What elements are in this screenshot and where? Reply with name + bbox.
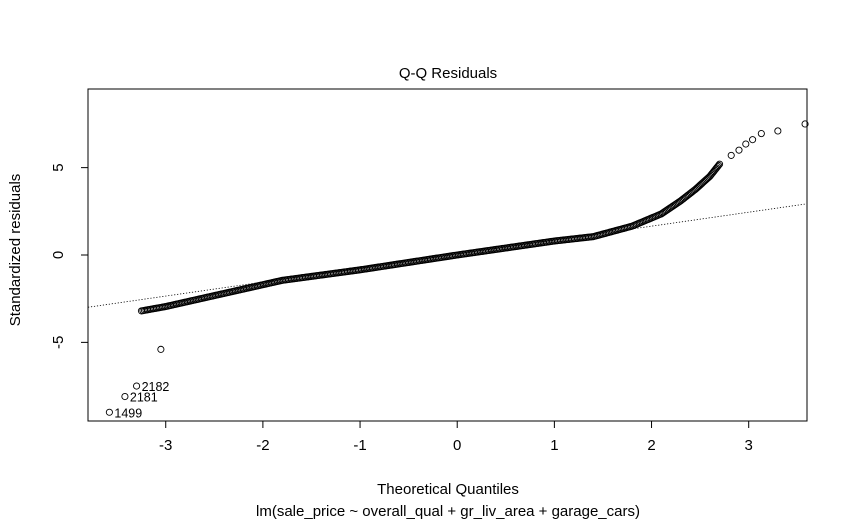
outlier-label: 2182 bbox=[142, 380, 170, 394]
y-axis: -5 0 5 bbox=[50, 163, 89, 349]
data-point bbox=[121, 392, 129, 401]
x-tick-label: 1 bbox=[550, 437, 558, 454]
outlier-label: 2181 bbox=[130, 391, 158, 405]
x-tick-label: -3 bbox=[159, 437, 172, 454]
data-point bbox=[801, 120, 809, 128]
data-point bbox=[157, 345, 165, 353]
data-point bbox=[749, 136, 757, 144]
data-point bbox=[757, 130, 765, 138]
y-tick-label: -5 bbox=[50, 336, 67, 349]
chart-title: Q-Q Residuals bbox=[399, 65, 497, 82]
x-axis-label: Theoretical Quantiles bbox=[377, 481, 519, 498]
x-tick-label: -2 bbox=[256, 437, 269, 454]
data-point bbox=[105, 408, 113, 416]
data-point bbox=[727, 151, 735, 159]
outlier-label: 1499 bbox=[114, 406, 142, 420]
model-formula-subtitle: lm(sale_price ~ overall_qual + gr_liv_ar… bbox=[256, 503, 640, 520]
x-tick-label: -1 bbox=[353, 437, 366, 454]
data-point bbox=[714, 163, 722, 171]
data-point bbox=[715, 161, 723, 169]
x-tick-label: 2 bbox=[647, 437, 655, 454]
data-point bbox=[742, 140, 750, 148]
points-layer bbox=[105, 120, 809, 416]
data-point bbox=[774, 127, 782, 135]
y-tick-label: 0 bbox=[50, 251, 67, 259]
x-tick-label: 3 bbox=[745, 437, 753, 454]
y-tick-label: 5 bbox=[50, 163, 67, 171]
x-tick-label: 0 bbox=[453, 437, 461, 454]
data-point bbox=[133, 382, 141, 390]
y-axis-label: Standardized residuals bbox=[7, 174, 24, 327]
data-point bbox=[735, 146, 743, 154]
data-point bbox=[716, 160, 724, 168]
x-axis: -3 -2 -1 0 1 2 3 bbox=[159, 420, 753, 454]
